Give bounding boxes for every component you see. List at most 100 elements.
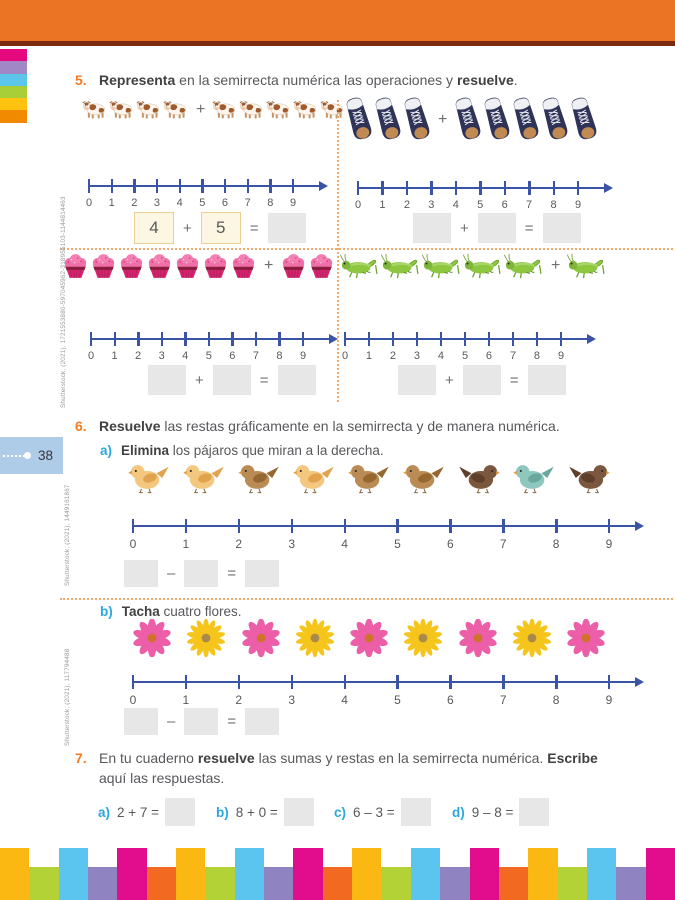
tick-mark [231,332,234,346]
tick-label: 1 [108,197,115,209]
tick-mark [201,179,204,193]
tick-mark [415,332,419,346]
equals-sign: = [227,713,237,730]
cow-icon [82,100,108,120]
addend-b-box[interactable] [462,365,501,395]
plus-sign: + [195,371,204,389]
quadrant-cupcakes: + 0 1 2 3 4 5 6 7 8 9 + = [62,253,338,403]
tick-mark [528,181,531,195]
tick-label: 5 [205,350,212,362]
photo-credit: Shutterstock, (2021), 1449161867 [64,484,71,586]
tick-label: 6 [229,350,236,362]
result-box[interactable] [527,365,566,395]
exercise6-number: 6. [75,418,87,434]
tick-label: 0 [129,537,137,551]
tab-dotted-line [3,454,25,457]
color-stripe [0,61,27,74]
addend-a-box[interactable] [398,365,436,395]
subtrahend-box[interactable] [184,708,219,735]
tick-mark [269,179,272,193]
photo-credit: Shutterstock, (2021), 117794488 [64,648,71,746]
bird-row [128,462,610,494]
tick-label: 1 [379,199,386,211]
answer-box[interactable] [165,798,196,826]
tick-label: 3 [288,693,295,707]
flower-row [133,618,605,658]
grasshopper-icon-row: + [340,253,605,279]
cupcake-icon [308,253,335,279]
arrow-right-icon [319,181,328,191]
flower-icon [241,618,280,658]
addend-a-box[interactable] [148,365,186,395]
equation-cupcakes: + = [148,365,316,395]
tick-mark [133,179,136,193]
minus-sign: – [167,713,176,730]
tick-label: 9 [299,350,307,362]
result-box[interactable] [245,708,280,735]
answer-box[interactable] [400,798,431,826]
tick-mark [391,332,395,346]
result-box[interactable] [245,560,280,587]
tick-label: 9 [574,199,582,211]
tab-bullet [24,452,31,459]
cupcake-icon [280,253,307,279]
addend-b-box[interactable] [477,213,516,243]
flower-icon [458,618,497,658]
tick-label: 8 [276,350,283,362]
tick-label: 2 [235,693,243,707]
result-box[interactable] [542,213,581,243]
tick-mark [184,519,188,533]
arrow-right-icon [635,677,644,687]
grasshopper-icon [567,253,607,279]
exercise6a-label: a) Elimina los pájaros que miran a la der… [100,443,384,458]
plus-sign: + [264,257,274,274]
dotted-divider [60,248,673,250]
tick-mark [137,332,140,346]
bird-icon [458,462,500,494]
tick-label: 1 [182,693,190,707]
result-box[interactable] [277,365,316,395]
subtrahend-box[interactable] [184,560,219,587]
footer-bar [498,867,529,900]
answer-box[interactable] [519,798,550,826]
tick-mark [357,181,360,195]
cupcake-icon [202,253,229,279]
tick-label: 4 [452,199,459,211]
equation-flowers: – = [124,708,280,735]
tick-mark [439,332,443,346]
addend-b-box[interactable]: 5 [200,212,241,244]
tick-mark [555,519,558,533]
footer-bar [264,867,294,900]
exercise5-title: 5. Representa en la semirrecta numérica l… [75,72,518,88]
addend-b-box[interactable] [212,365,251,395]
tick-label: 1 [182,537,190,551]
tick-mark [184,332,187,346]
tick-label: 9 [605,537,613,551]
tick-mark [479,181,482,195]
tick-mark [290,675,294,689]
number-line: 0 1 2 3 4 5 6 7 8 9 [129,516,644,554]
tick-mark [132,519,135,533]
footer-color-blocks [0,845,675,900]
addend-a-box[interactable] [413,213,451,243]
equals-sign: = [227,565,237,582]
tick-label: 4 [437,350,445,362]
tick-label: 7 [499,693,507,707]
tick-mark [343,675,346,689]
answer-box[interactable] [283,798,314,826]
minus-sign: – [167,565,176,582]
tick-label: 0 [87,350,95,362]
result-box[interactable] [267,213,306,243]
minuend-box[interactable] [124,708,158,735]
tick-mark [110,179,114,193]
arrow-right-icon [329,334,338,344]
minuend-box[interactable] [124,560,158,587]
plus-sign: + [183,219,192,237]
color-stripe [0,49,27,62]
tick-label: 9 [289,197,297,209]
exercise7-number: 7. [75,750,87,766]
addend-a-box[interactable]: 4 [134,212,174,244]
tick-label: 3 [153,197,161,209]
tick-mark [487,332,491,346]
